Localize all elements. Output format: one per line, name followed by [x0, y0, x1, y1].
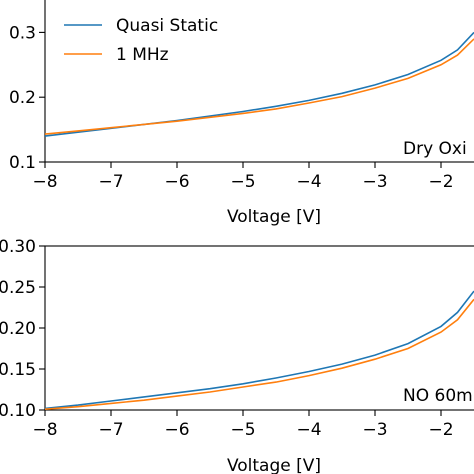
y-tick-label-bottom: 0.30	[0, 237, 36, 257]
panel-top: −8 −7 −6 −5 −4 −3 −2 0.1 0.2 0.3 Voltage [V] Dry…	[9, 0, 474, 227]
y-tick-label-top: 0.2	[9, 88, 36, 108]
x-axis-label-bottom: Voltage [V]	[227, 456, 321, 474]
plot-area-top	[44, 0, 474, 163]
x-tick-label-bottom: −2	[428, 420, 453, 440]
x-tick-label-top: −4	[296, 172, 321, 192]
x-tick-label-top: −3	[362, 172, 387, 192]
x-tick-label-bottom: −4	[296, 420, 321, 440]
x-tick-label-top: −6	[164, 172, 189, 192]
y-tick-label-bottom: 0.15	[0, 360, 36, 380]
series-line-quasi-static-bottom	[45, 290, 474, 410]
panel-bottom: −8 −7 −6 −5 −4 −3 −2 0.10 0.15 0.20 0.25 0.30 Volt…	[0, 237, 474, 474]
y-tick-label-top: 0.1	[9, 153, 36, 173]
legend-label-quasi-static: Quasi Static	[116, 16, 218, 36]
x-tick-label-bottom: −6	[164, 420, 189, 440]
x-tick-label-bottom: −8	[32, 420, 57, 440]
series-line-1-mhz-top	[45, 38, 474, 135]
x-tick-label-top: −8	[32, 172, 57, 192]
legend-label-1mhz: 1 MHz	[116, 45, 169, 65]
y-tick-label-bottom: 0.20	[0, 319, 36, 339]
legend: Quasi Static 1 MHz	[64, 16, 218, 65]
x-tick-label-bottom: −7	[98, 420, 123, 440]
x-tick-label-bottom: −5	[230, 420, 255, 440]
x-tick-label-top: −7	[98, 172, 123, 192]
plot-area-bottom	[44, 245, 474, 411]
x-tick-label-top: −2	[428, 172, 453, 192]
y-tick-label-bottom: 0.10	[0, 401, 36, 421]
annotation-bottom: NO 60m	[403, 386, 473, 406]
series-line-1-mhz-bottom	[45, 298, 474, 410]
x-tick-label-bottom: −3	[362, 420, 387, 440]
x-axis-label-top: Voltage [V]	[227, 207, 321, 227]
annotation-top: Dry Oxi	[403, 139, 467, 159]
y-tick-label-bottom: 0.25	[0, 278, 36, 298]
y-tick-label-top: 0.3	[9, 23, 36, 43]
x-tick-label-top: −5	[230, 172, 255, 192]
